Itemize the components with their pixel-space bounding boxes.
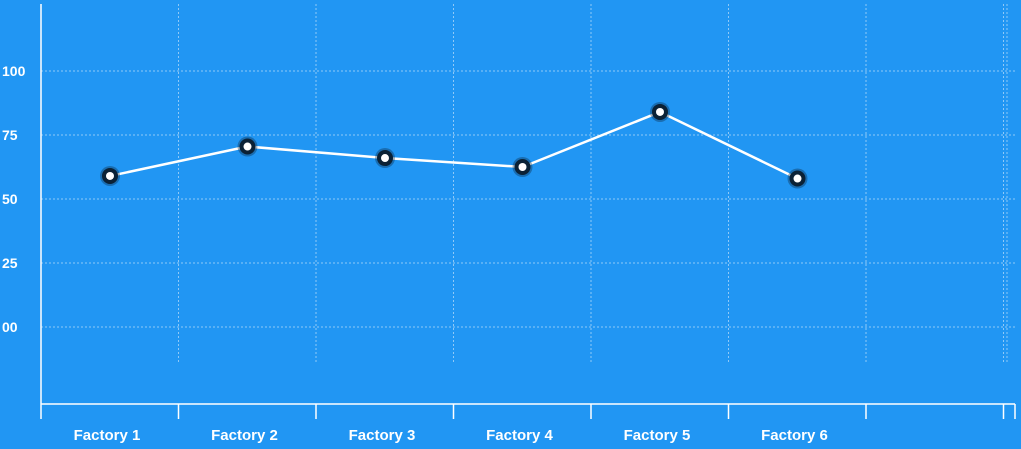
data-point[interactable]	[793, 174, 802, 183]
y-tick-label: 00	[2, 319, 18, 335]
y-tick-label: 100	[2, 63, 26, 79]
label-layer: 00 25 50 75 100 Factory 1 Factory 2 Factory 3 Fa…	[2, 63, 828, 444]
x-tick-label: Factory 4	[486, 427, 553, 444]
data-point[interactable]	[243, 142, 252, 151]
data-point[interactable]	[106, 171, 114, 180]
x-tick-label: Factory 1	[74, 427, 141, 444]
data-point[interactable]	[656, 107, 664, 116]
y-tick-label: 25	[2, 255, 18, 271]
grid-layer	[41, 4, 1015, 364]
data-point[interactable]	[381, 154, 389, 163]
x-tick-label: Factory 2	[211, 427, 278, 444]
series-layer	[100, 101, 808, 189]
axis-layer	[40, 4, 1016, 419]
x-tick-label: Factory 3	[349, 427, 416, 444]
data-point[interactable]	[518, 163, 527, 171]
x-tick-label: Factory 6	[761, 427, 828, 444]
series-line	[109, 110, 799, 180]
y-tick-label: 75	[2, 127, 18, 143]
y-tick-label: 50	[2, 191, 18, 207]
x-tick-label: Factory 5	[624, 427, 691, 444]
